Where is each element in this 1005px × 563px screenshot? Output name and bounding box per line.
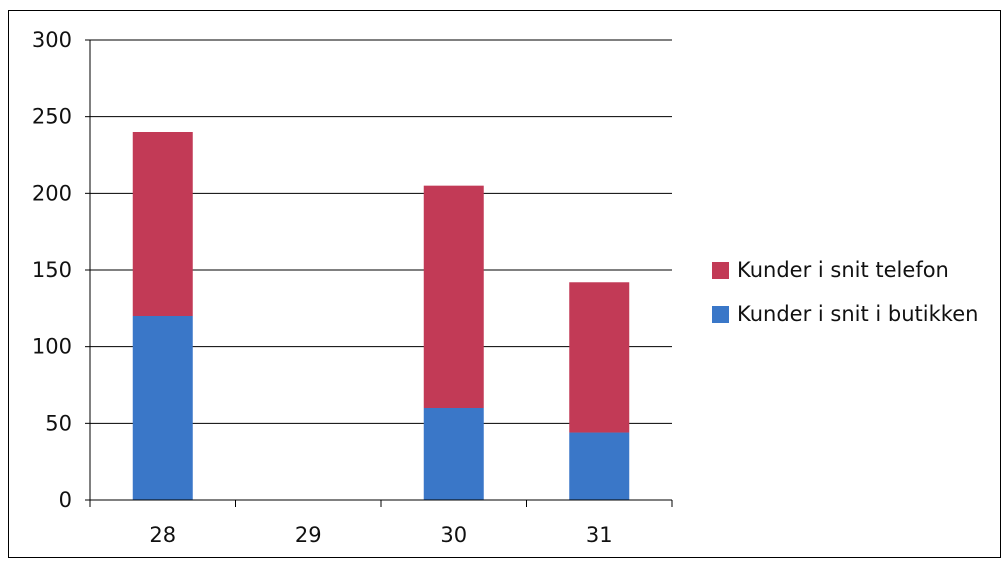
legend-swatch-butikken — [712, 305, 729, 323]
x-tick-label: 31 — [586, 523, 613, 547]
bar-31-series-1 — [569, 282, 630, 433]
y-tick-label: 300 — [32, 28, 72, 52]
legend-swatch-telefon — [712, 261, 729, 279]
legend-label-telefon: Kunder i snit telefon — [737, 258, 949, 282]
y-tick-label: 50 — [45, 411, 72, 435]
bars — [132, 132, 630, 500]
legend-item-butikken: Kunder i snit i butikken — [712, 298, 978, 330]
y-tick-label: 200 — [32, 181, 72, 205]
bar-31-series-0 — [569, 432, 630, 500]
y-axis-ticks: 0 50 100 150 200 250 300 — [32, 28, 91, 512]
bar-30-series-1 — [423, 185, 484, 408]
x-tick-label: 29 — [295, 523, 322, 547]
x-axis: 28 29 30 31 — [89, 499, 673, 547]
legend: Kunder i snit telefon Kunder i snit i bu… — [712, 254, 978, 342]
y-tick-label: 150 — [32, 258, 72, 282]
x-tick-label: 28 — [149, 523, 176, 547]
y-tick-label: 0 — [59, 488, 72, 512]
legend-item-telefon: Kunder i snit telefon — [712, 254, 978, 286]
y-tick-label: 250 — [32, 105, 72, 129]
legend-label-butikken: Kunder i snit i butikken — [737, 302, 979, 326]
y-tick-label: 100 — [32, 335, 72, 359]
bar-28-series-0 — [132, 316, 193, 500]
bar-30-series-0 — [423, 408, 484, 500]
x-tick-label: 30 — [440, 523, 467, 547]
bar-28-series-1 — [132, 132, 193, 316]
